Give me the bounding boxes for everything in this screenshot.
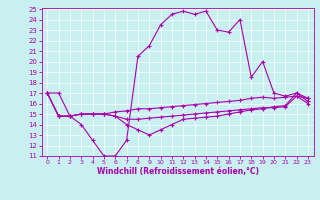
X-axis label: Windchill (Refroidissement éolien,°C): Windchill (Refroidissement éolien,°C) bbox=[97, 167, 259, 176]
